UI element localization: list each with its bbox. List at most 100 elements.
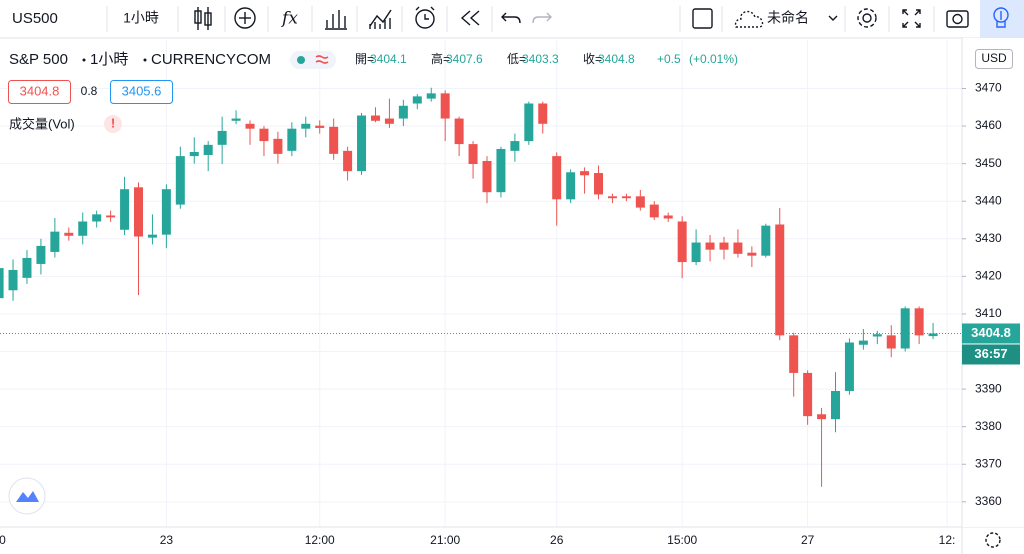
legend-exchange: CURRENCYCOM bbox=[151, 51, 271, 68]
compare-button[interactable] bbox=[234, 7, 256, 29]
candle-body bbox=[510, 141, 520, 151]
alert-button[interactable] bbox=[415, 6, 435, 29]
y-tick-label: 3430 bbox=[975, 231, 1002, 245]
change-percent: (+0.01%) bbox=[689, 52, 738, 66]
cloud-icon[interactable] bbox=[734, 10, 764, 28]
y-tick-label: 3380 bbox=[975, 419, 1002, 433]
chart-type-button[interactable] bbox=[194, 7, 212, 30]
warning-badge[interactable] bbox=[104, 115, 122, 133]
x-tick-label: 21:00 bbox=[430, 533, 460, 547]
interval-button[interactable]: 1小時 bbox=[123, 10, 159, 26]
separator-dot bbox=[82, 58, 86, 62]
sell-price[interactable]: 3404.8 bbox=[20, 83, 60, 98]
candle-body bbox=[649, 204, 659, 218]
candle-body bbox=[524, 103, 534, 142]
x-tick-label: 15:00 bbox=[667, 533, 697, 547]
spread: 0.8 bbox=[81, 84, 98, 98]
candle-body bbox=[22, 257, 32, 278]
candle-body bbox=[886, 335, 896, 349]
candle-body bbox=[0, 268, 4, 299]
candle-body bbox=[719, 242, 729, 250]
candle-body bbox=[64, 232, 74, 236]
undo-button[interactable] bbox=[501, 12, 521, 24]
y-tick-label: 3410 bbox=[975, 306, 1002, 320]
candle-body bbox=[621, 196, 631, 199]
separator-dot bbox=[143, 58, 147, 62]
logo-mark bbox=[16, 491, 39, 502]
buy-price[interactable]: 3405.6 bbox=[122, 83, 162, 98]
candle-body bbox=[496, 148, 506, 193]
market-status[interactable] bbox=[290, 51, 336, 69]
candle-body bbox=[858, 340, 868, 345]
snapshot-button[interactable] bbox=[946, 10, 969, 28]
candle-body bbox=[900, 308, 910, 349]
y-tick-label: 3420 bbox=[975, 269, 1002, 283]
candle-body bbox=[677, 221, 687, 263]
candle-body bbox=[50, 231, 60, 252]
settings-button[interactable] bbox=[857, 8, 877, 28]
layout-name[interactable]: 未命名 bbox=[767, 10, 809, 26]
redo-button[interactable] bbox=[532, 12, 552, 24]
replay-button[interactable] bbox=[460, 10, 480, 26]
candle-body bbox=[106, 215, 116, 218]
candle-body bbox=[259, 128, 269, 142]
symbol[interactable]: US500 bbox=[12, 10, 58, 27]
change: +0.5 bbox=[657, 52, 681, 66]
price-axis-bg bbox=[962, 38, 1024, 527]
candle-body bbox=[273, 138, 283, 154]
x-tick-label: 27 bbox=[801, 533, 815, 547]
financials-button[interactable] bbox=[325, 10, 347, 30]
candle-body bbox=[775, 224, 785, 336]
fullscreen-button[interactable] bbox=[902, 9, 921, 28]
currency-box[interactable] bbox=[975, 49, 1013, 69]
warning-text: ! bbox=[111, 115, 115, 130]
candle-body bbox=[747, 252, 757, 256]
candle-body bbox=[789, 335, 799, 373]
y-tick-label: 3460 bbox=[975, 118, 1002, 132]
candle-body bbox=[705, 242, 715, 250]
indicators-button[interactable]: fx bbox=[280, 9, 298, 29]
candle-body bbox=[329, 126, 339, 154]
candle-body bbox=[315, 125, 325, 128]
candle-body bbox=[78, 221, 88, 236]
corner-bg bbox=[963, 528, 1024, 554]
candle-body bbox=[357, 115, 367, 172]
lightbulb-icon bbox=[993, 7, 1009, 28]
candle-body bbox=[538, 103, 548, 124]
candle-body bbox=[761, 225, 771, 256]
ideas-button[interactable] bbox=[980, 0, 1024, 38]
sell-button[interactable] bbox=[8, 80, 71, 104]
low-label: 低= bbox=[507, 52, 526, 66]
candle-body bbox=[454, 118, 464, 145]
y-tick-label: 3450 bbox=[975, 156, 1002, 170]
open-value: 3404.1 bbox=[370, 52, 407, 66]
logo bbox=[8, 477, 46, 515]
layout-menu-button[interactable] bbox=[828, 15, 838, 21]
market-open-dot bbox=[297, 56, 305, 64]
candle-body bbox=[245, 123, 255, 129]
candle-body bbox=[370, 115, 380, 121]
candle-body bbox=[914, 308, 924, 336]
y-tick-label: 3470 bbox=[975, 81, 1002, 95]
plot-area bbox=[0, 40, 962, 527]
candle-body bbox=[552, 156, 562, 200]
candle-body bbox=[468, 144, 478, 165]
candle-body bbox=[175, 156, 185, 205]
candle-body bbox=[482, 160, 492, 193]
candle-body bbox=[287, 128, 297, 151]
candle-body bbox=[844, 342, 854, 391]
candle-body bbox=[231, 118, 241, 121]
countdown-label: 36:57 bbox=[974, 346, 1007, 361]
fullscreen-layout-button[interactable] bbox=[692, 8, 713, 29]
buy-button[interactable] bbox=[110, 80, 173, 104]
candle-body bbox=[607, 196, 617, 199]
candle-body bbox=[36, 245, 46, 264]
legend: S&P 500 1小時 CURRENCYCOM 開= 3404.1 高= 340… bbox=[8, 51, 738, 133]
templates-button[interactable] bbox=[369, 9, 392, 29]
axis-settings-button[interactable] bbox=[985, 532, 1001, 548]
high-label: 高= bbox=[431, 51, 450, 66]
candle-body bbox=[343, 150, 353, 172]
candle-body bbox=[691, 242, 701, 263]
candle-body bbox=[803, 372, 813, 417]
candle-body bbox=[440, 93, 450, 119]
